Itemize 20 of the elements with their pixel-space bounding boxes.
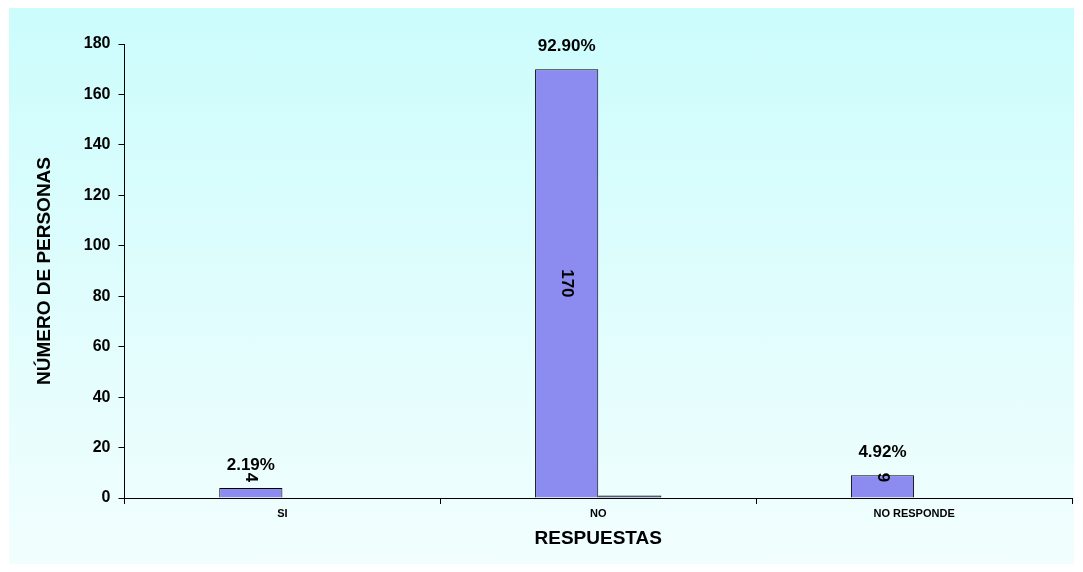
data-label: 4 (242, 472, 262, 483)
annotation: 92.90% (537, 36, 596, 56)
x-axis-title: RESPUESTAS (534, 526, 662, 548)
x-tick-label: NO RESPONDE (873, 506, 955, 519)
data-label: 9 (873, 472, 893, 483)
y-tick-label: 100 (83, 236, 111, 254)
y-tick-label: 120 (83, 185, 111, 203)
y-tick-label: 20 (92, 437, 111, 455)
y-tick-label: 40 (92, 387, 111, 405)
y-tick-label: 160 (83, 84, 111, 102)
x-tick-label: SI (277, 506, 288, 519)
y-tick-label: 180 (83, 34, 111, 52)
y-tick-label: 80 (92, 286, 111, 304)
annotation: 4.92% (858, 442, 907, 462)
y-tick-label: 60 (92, 337, 111, 355)
data-label: 170 (557, 269, 577, 298)
y-tick-label: 0 (101, 488, 111, 506)
y-tick-label: 140 (83, 135, 111, 153)
y-axis-title: NÚMERO DE PERSONAS (32, 156, 54, 386)
x-tick-label: NO (590, 506, 607, 519)
